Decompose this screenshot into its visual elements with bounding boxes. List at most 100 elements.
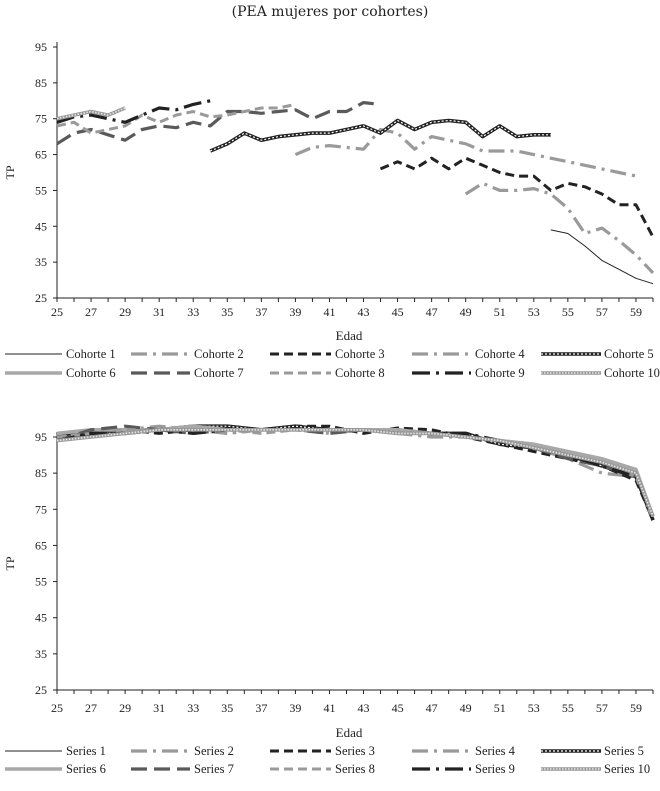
x-tick-label: 27: [85, 701, 97, 715]
x-tick-label: 47: [426, 701, 438, 715]
series-line-7-stroke: [56, 100, 381, 146]
x-tick-label: 33: [187, 701, 199, 715]
series-line-1: [550, 229, 654, 285]
series-line-4-stroke: [56, 428, 655, 518]
x-tick-label: 39: [289, 701, 301, 715]
legend-label: Cohorte 7: [194, 366, 244, 380]
series-line-3-stroke: [56, 424, 655, 521]
y-axis-label: TP: [3, 556, 17, 570]
x-tick-label: 43: [358, 305, 370, 319]
series-line-8: [56, 102, 296, 135]
y-tick-label: 65: [35, 538, 47, 552]
x-tick-label: 41: [323, 701, 335, 715]
x-tick-label: 47: [426, 305, 438, 319]
series-line-4-stroke: [294, 127, 637, 178]
x-tick-label: 59: [630, 305, 642, 319]
legend-label: Series 10: [604, 762, 650, 776]
figure-title: (PEA mujeres por cohortes): [231, 4, 429, 20]
y-tick-label: 95: [35, 40, 47, 54]
y-tick-label: 75: [35, 502, 47, 516]
y-tick-label: 25: [35, 683, 47, 697]
y-tick-label: 95: [35, 430, 47, 444]
x-tick-label: 57: [596, 305, 608, 319]
series-line-1-stroke: [56, 429, 654, 521]
legend-item: Series 1: [5, 744, 106, 758]
legend-label: Cohorte 9: [475, 366, 525, 380]
series-line-7-stroke: [56, 424, 655, 521]
legend-label: Series 1: [66, 744, 106, 758]
series-line-9-stroke: [56, 428, 655, 521]
x-tick-label: 43: [358, 701, 370, 715]
y-tick-label: 75: [35, 112, 47, 126]
series-line-6-stroke: [56, 424, 655, 518]
series-line-2-stroke: [464, 181, 655, 275]
legend-label: Cohorte 1: [66, 347, 116, 361]
legend-item: Cohorte 4: [412, 347, 525, 361]
legend-item: Series 2: [131, 744, 234, 758]
y-tick-label: 55: [35, 575, 47, 589]
legend-item: Series 10: [541, 762, 650, 776]
legend-label: Series 4: [475, 744, 516, 758]
legend-item: Series 3: [270, 744, 375, 758]
legend-label: Cohorte 5: [604, 347, 654, 361]
x-tick-label: 25: [51, 701, 63, 715]
legend-label: Series 9: [475, 762, 515, 776]
legend-item: Series 5: [541, 744, 644, 758]
x-tick-label: 39: [289, 305, 301, 319]
x-axis-label: Edad: [336, 725, 363, 740]
legend-item: Series 8: [270, 762, 375, 776]
x-tick-label: 27: [85, 305, 97, 319]
legend-label: Cohorte 2: [194, 347, 244, 361]
y-tick-label: 45: [35, 219, 47, 233]
x-tick-label: 55: [562, 305, 574, 319]
series-line-7: [56, 424, 655, 521]
x-tick-label: 49: [460, 305, 472, 319]
x-tick-label: 59: [630, 701, 642, 715]
x-axis-label: Edad: [336, 328, 363, 343]
x-tick-label: 57: [596, 701, 608, 715]
series-line-3: [379, 156, 655, 238]
series-line-6: [56, 424, 655, 518]
x-tick-label: 41: [323, 305, 335, 319]
series-line-1: [56, 429, 654, 521]
series-line-10-stroke: [56, 427, 655, 518]
series-line-9: [56, 428, 655, 521]
legend-label: Series 3: [335, 744, 375, 758]
series-line-9-stroke: [56, 99, 211, 124]
legend-item: Cohorte 10: [541, 366, 660, 380]
series-line-3-stroke: [379, 156, 655, 238]
legend-label: Series 8: [335, 762, 375, 776]
legend-label: Series 7: [194, 762, 234, 776]
legend-item: Series 4: [412, 744, 516, 758]
x-tick-label: 55: [562, 701, 574, 715]
legend-item: Cohorte 5: [541, 347, 654, 361]
y-tick-label: 85: [35, 466, 47, 480]
chart-1: 25 35 45 55 65 75 85 95 25 27 29 31 33 35 37 39 41 43 45 47…: [3, 40, 660, 380]
series-line-7: [56, 100, 381, 146]
legend-item: Cohorte 9: [412, 366, 525, 380]
legend-item: Cohorte 8: [270, 366, 385, 380]
legend-label: Cohorte 8: [335, 366, 385, 380]
y-tick-label: 45: [35, 611, 47, 625]
legend-item: Cohorte 1: [5, 347, 116, 361]
chart-2: 25 35 45 55 65 75 85 95 25 27 29 31 33 35 37 39 41 43 45 47…: [3, 424, 655, 776]
series-line-8-stroke: [56, 102, 296, 135]
x-tick-label: 37: [255, 305, 267, 319]
series-line-10-stroke-overlay: [56, 107, 126, 120]
series-line-5-stroke: [209, 118, 551, 153]
legend-label: Cohorte 3: [335, 347, 385, 361]
series-line-8: [56, 428, 655, 521]
x-tick-label: 45: [392, 305, 404, 319]
x-tick-label: 35: [221, 701, 233, 715]
series-line-9: [56, 99, 211, 124]
y-axis-label: TP: [3, 165, 17, 179]
legend-item: Series 9: [412, 762, 515, 776]
y-tick-label: 55: [35, 183, 47, 197]
x-tick-label: 53: [528, 701, 540, 715]
legend-label: Cohorte 4: [475, 347, 525, 361]
legend-item: Series 6: [5, 762, 106, 776]
x-tick-label: 29: [119, 305, 131, 319]
legend-label: Cohorte 10: [604, 366, 660, 380]
y-tick-label: 35: [35, 255, 47, 269]
x-tick-label: 51: [494, 305, 506, 319]
